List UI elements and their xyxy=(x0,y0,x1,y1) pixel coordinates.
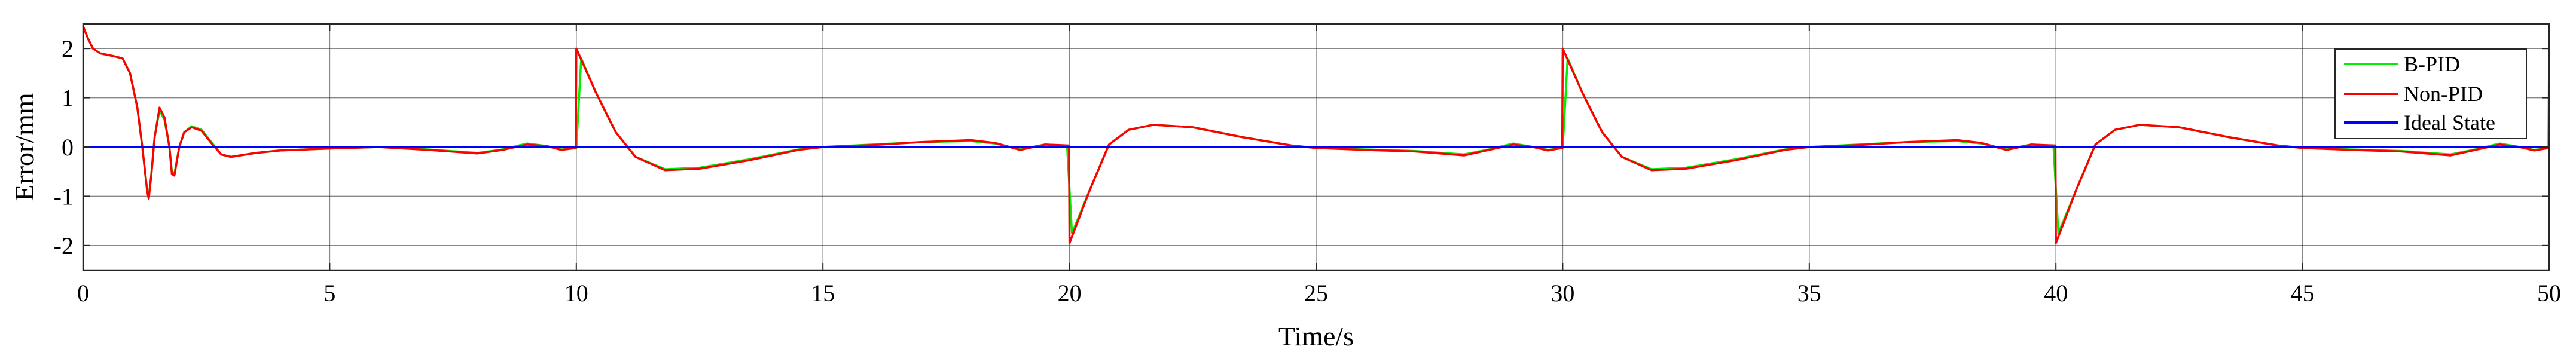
x-tick-label: 35 xyxy=(1797,280,1821,307)
y-axis-label: Error/mm xyxy=(9,93,39,201)
series-layer xyxy=(82,26,2550,244)
x-tick-label: 20 xyxy=(1058,280,1082,307)
x-tick-label: 40 xyxy=(2044,280,2068,307)
legend-label-non-pid: Non-PID xyxy=(2404,82,2483,106)
x-tick-label: 45 xyxy=(2291,280,2315,307)
legend: B-PID Non-PID Ideal State xyxy=(2334,48,2527,139)
x-axis-label: Time/s xyxy=(1278,321,1354,351)
x-tick-label: 25 xyxy=(1304,280,1328,307)
y-tick-label: 1 xyxy=(62,85,74,112)
y-tick-label: 0 xyxy=(62,134,74,161)
x-tick-label: 50 xyxy=(2537,280,2561,307)
legend-label-ideal-state: Ideal State xyxy=(2404,111,2495,134)
y-tick-label: 2 xyxy=(62,35,74,62)
x-tick-label: 5 xyxy=(323,280,335,307)
ticks: 0 5 10 15 20 25 30 35 40 45 50 -2 -1 0 1 2 xyxy=(54,24,2561,307)
x-tick-label: 0 xyxy=(77,280,89,307)
y-tick-label: -1 xyxy=(54,183,74,210)
x-tick-label: 10 xyxy=(564,280,588,307)
y-tick-label: -2 xyxy=(54,232,74,259)
series-line-non-pid xyxy=(82,26,2550,244)
legend-label-b-pid: B-PID xyxy=(2404,52,2460,76)
x-tick-label: 30 xyxy=(1551,280,1574,307)
x-tick-label: 15 xyxy=(811,280,835,307)
